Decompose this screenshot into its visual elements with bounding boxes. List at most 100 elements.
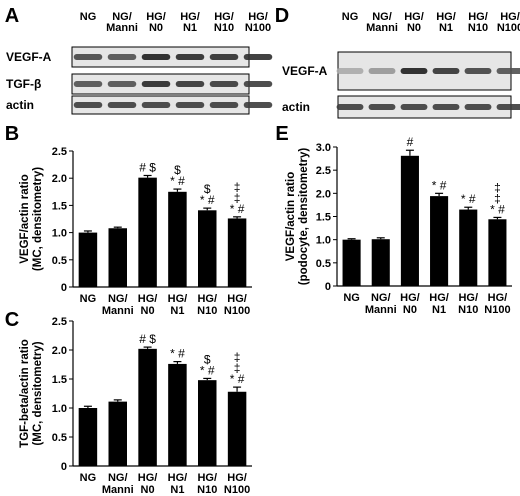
lane-label: NG/ <box>372 11 392 23</box>
blot-band <box>141 54 171 60</box>
y-tick-label: 3.0 <box>316 142 331 154</box>
x-tick-label: NG/ <box>108 472 128 484</box>
lane-label: NG <box>80 11 97 23</box>
blot-strip-vegfa <box>336 51 520 91</box>
lane-label: Manni <box>106 22 138 34</box>
y-tick-label: 2.0 <box>52 173 67 185</box>
blot-band <box>336 104 364 110</box>
blot-band <box>107 81 137 87</box>
x-tick-label: N10 <box>197 484 217 496</box>
y-tick-label: 2.5 <box>52 146 67 158</box>
x-tick-label: HG/ <box>168 472 188 484</box>
x-tick-label: HG/ <box>227 293 247 305</box>
x-tick-label: HG/ <box>138 293 158 305</box>
significance-marker: # $ <box>139 332 156 346</box>
x-tick-label: NG/ <box>371 292 391 304</box>
x-tick-label: NG <box>343 292 360 304</box>
blot-band <box>400 68 428 74</box>
significance-marker: * # <box>490 202 505 216</box>
blot-band <box>496 104 520 110</box>
blot-band <box>464 68 492 74</box>
blot-row-label: actin <box>6 98 34 112</box>
blot-row-label: TGF-β <box>6 77 41 91</box>
lane-label: N1 <box>439 22 453 34</box>
x-tick-label: N0 <box>141 484 155 496</box>
significance-marker: # <box>407 135 414 149</box>
lane-label: NG/ <box>112 11 132 23</box>
x-tick-label: HG/ <box>227 472 247 484</box>
x-tick-label: NG/ <box>108 293 128 305</box>
x-tick-label: NG <box>80 472 97 484</box>
blot-band <box>73 54 103 60</box>
blot-band <box>73 81 103 87</box>
x-tick-label: N0 <box>403 304 417 316</box>
lane-label: HG/ <box>146 11 166 23</box>
lane-label: N100 <box>245 22 271 34</box>
bar <box>488 219 507 286</box>
x-tick-label: HG/ <box>458 292 478 304</box>
bar <box>342 239 361 286</box>
blot-band <box>496 68 520 74</box>
x-tick-label: N1 <box>432 304 446 316</box>
lane-label: N1 <box>183 22 197 34</box>
lane-label: HG/ <box>248 11 268 23</box>
x-tick-label: HG/ <box>400 292 420 304</box>
blot-band <box>464 104 492 110</box>
y-axis-label: (MC, densitometry) <box>32 341 44 445</box>
significance-marker: * # <box>170 174 185 188</box>
lane-label: N0 <box>149 22 163 34</box>
blot-band <box>243 54 273 60</box>
blot-strip-vegfa <box>71 46 273 68</box>
blot-band <box>368 104 396 110</box>
blot-band <box>73 102 103 108</box>
blot-band <box>209 81 239 87</box>
blot-band <box>243 102 273 108</box>
x-tick-label: HG/ <box>168 293 188 305</box>
lane-label: N10 <box>214 22 234 34</box>
blot-strip-tgf <box>71 73 273 95</box>
blot-strip-actin <box>71 95 273 115</box>
y-tick-label: 1.5 <box>52 374 67 386</box>
x-tick-label: HG/ <box>197 293 217 305</box>
lane-label: HG/ <box>468 11 488 23</box>
blot-band <box>141 81 171 87</box>
x-tick-label: Manni <box>102 305 134 317</box>
bar <box>138 177 157 287</box>
y-tick-label: 1.5 <box>52 200 67 212</box>
blot-band <box>175 102 205 108</box>
significance-marker: $ <box>204 182 211 196</box>
significance-marker: ‡ <box>234 361 241 375</box>
x-tick-label: N0 <box>141 305 155 317</box>
significance-marker: * # <box>432 178 447 192</box>
y-axis-label: TGF-beta/actin ratio <box>19 339 31 448</box>
y-axis-label: VEGF/actin ratio <box>285 172 297 261</box>
y-tick-label: 2.0 <box>52 345 67 357</box>
blot-band <box>107 102 137 108</box>
y-tick-label: 1.0 <box>316 235 331 247</box>
lane-label: HG/ <box>214 11 234 23</box>
panel-letter-B: B <box>5 123 19 145</box>
blot-band <box>175 81 205 87</box>
bar <box>459 209 478 286</box>
lane-label: HG/ <box>180 11 200 23</box>
blot-row-label: actin <box>282 100 310 114</box>
bar <box>78 408 98 466</box>
x-tick-label: HG/ <box>197 472 217 484</box>
panel-letter-D: D <box>275 5 289 27</box>
panel-letter-A: A <box>5 5 19 27</box>
significance-marker: $ <box>204 352 211 366</box>
bar <box>138 348 157 466</box>
y-tick-label: 0.5 <box>52 432 67 444</box>
bar <box>108 228 127 287</box>
lane-label: N0 <box>407 22 421 34</box>
blot-band <box>175 54 205 60</box>
y-axis-label: (podocyte, densitometry) <box>298 148 310 286</box>
bar <box>78 232 98 287</box>
x-tick-label: NG <box>80 293 97 305</box>
blot-band <box>107 54 137 60</box>
bar <box>198 210 217 287</box>
y-tick-label: 2.5 <box>52 316 67 328</box>
blot-band <box>336 68 364 74</box>
y-tick-label: 2.5 <box>316 165 331 177</box>
